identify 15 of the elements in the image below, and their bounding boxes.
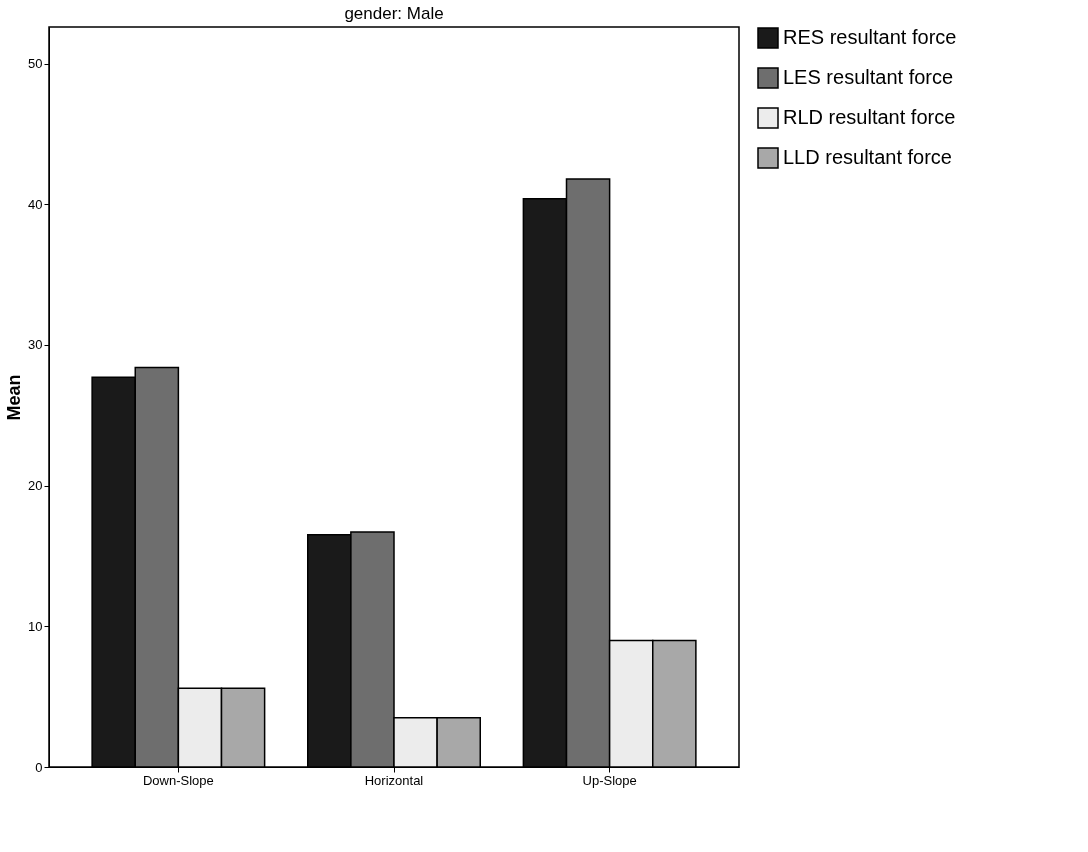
y-tick-label: 40 [28, 196, 43, 212]
x-tick-label: Up-Slope [582, 772, 637, 788]
y-tick-label: 20 [28, 478, 43, 494]
legend-label: RES resultant force [783, 26, 957, 48]
y-tick-label: 50 [28, 56, 43, 72]
x-tick-label: Down-Slope [142, 772, 214, 788]
y-axis-title: Mean [4, 374, 25, 421]
legend-label: LLD resultant force [783, 146, 952, 168]
y-tick-label: 30 [28, 337, 43, 353]
x-tick-label: Horizontal [364, 772, 424, 788]
legend-label: LES resultant force [783, 66, 954, 88]
y-tick-label: 0 [35, 759, 43, 775]
chart-title: gender: Male [344, 4, 444, 23]
y-tick-label: 10 [28, 618, 43, 634]
legend-label: RLD resultant force [783, 106, 956, 128]
